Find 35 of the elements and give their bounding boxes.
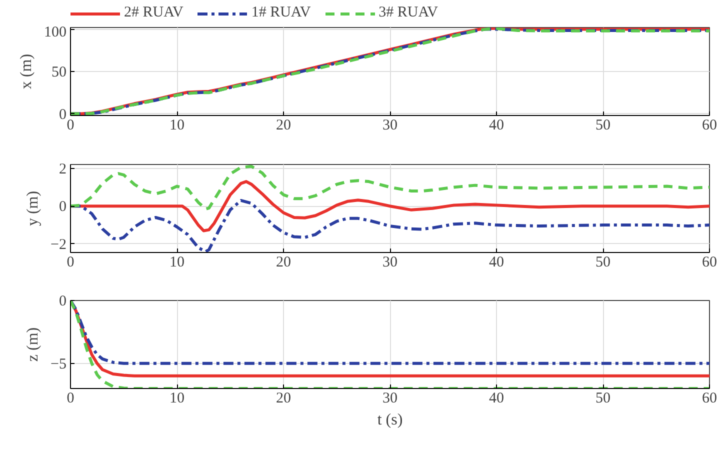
line-series — [70, 164, 710, 210]
x-tick-label: 30 — [382, 390, 398, 406]
y-axis-title: z (m) — [24, 327, 42, 362]
x-tick-label: 60 — [702, 254, 717, 270]
x-tick-label: 10 — [170, 390, 184, 406]
x-tick-label: 60 — [702, 118, 717, 134]
x-axis-title: t (s) — [377, 412, 403, 428]
y-tick-label: 2 — [59, 161, 66, 178]
x-tick-label: 20 — [276, 118, 291, 134]
x-tick-label: 20 — [276, 254, 291, 270]
x-tick-label: 60 — [702, 390, 717, 406]
x-tick-label: 40 — [489, 254, 504, 270]
x-tick-label: 50 — [596, 390, 610, 406]
line-series — [70, 300, 710, 365]
x-tick-label: 30 — [382, 254, 398, 270]
y-tick-label: 0 — [59, 199, 66, 216]
x-tick-label: 10 — [170, 254, 184, 270]
y-tick-label: 50 — [52, 64, 66, 80]
legend-label: 1# RUAV — [251, 4, 311, 22]
y-tick-label: 0 — [59, 106, 66, 123]
y-tick-label: −2 — [50, 236, 67, 253]
x-tick-label: 40 — [489, 118, 504, 134]
legend-label: 2# RUAV — [124, 4, 184, 22]
x-tick-label: 50 — [596, 254, 610, 270]
y-tick-label: 100 — [44, 24, 66, 40]
x-tick-label: 30 — [382, 118, 398, 134]
legend-label: 3# RUAV — [378, 4, 438, 22]
y-tick-label: 0 — [59, 294, 66, 310]
y-axis-title: x (m) — [18, 54, 35, 90]
y-axis-title: y (m) — [24, 190, 42, 226]
x-tick-label: 40 — [489, 390, 504, 406]
x-tick-label: 20 — [276, 390, 291, 406]
x-tick-label: 10 — [170, 118, 184, 134]
y-tick-label: −5 — [50, 356, 67, 372]
x-tick-label: 50 — [596, 118, 610, 134]
